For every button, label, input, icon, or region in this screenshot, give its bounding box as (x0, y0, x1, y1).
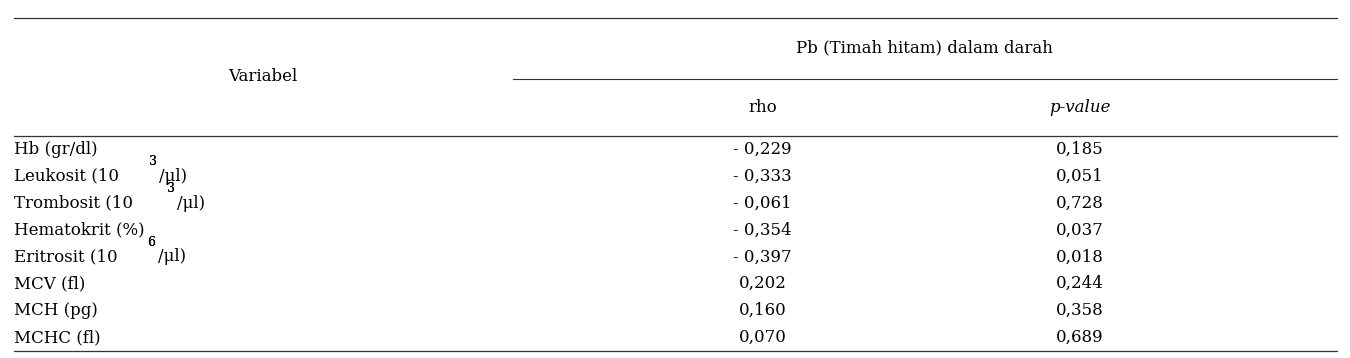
Text: - 0,354: - 0,354 (733, 222, 792, 238)
Text: MCHC (fl): MCHC (fl) (14, 329, 100, 346)
Text: - 0,061: - 0,061 (733, 195, 792, 212)
Text: - 0,229: - 0,229 (733, 141, 792, 158)
Text: 6: 6 (147, 236, 155, 249)
Text: MCV (fl): MCV (fl) (14, 275, 85, 292)
Text: 3: 3 (148, 155, 157, 169)
Text: 0,185: 0,185 (1056, 141, 1104, 158)
Text: 0,202: 0,202 (738, 275, 787, 292)
Text: 3: 3 (167, 182, 176, 195)
Text: 0,160: 0,160 (738, 302, 787, 319)
Text: Leukosit (10: Leukosit (10 (14, 168, 119, 185)
Text: Eritrosit (10: Eritrosit (10 (14, 248, 117, 265)
Text: /μl): /μl) (159, 168, 188, 185)
Text: 3: 3 (167, 182, 176, 195)
Text: - 0,397: - 0,397 (733, 248, 792, 265)
Text: 6: 6 (147, 236, 155, 249)
Text: /μl): /μl) (158, 248, 186, 265)
Text: rho: rho (748, 99, 778, 116)
Text: Trombosit (10: Trombosit (10 (14, 195, 132, 212)
Text: 0,728: 0,728 (1056, 195, 1104, 212)
Text: Pb (Timah hitam) dalam darah: Pb (Timah hitam) dalam darah (796, 40, 1053, 57)
Text: 0,018: 0,018 (1056, 248, 1104, 265)
Text: p-value: p-value (1049, 99, 1111, 116)
Text: 0,051: 0,051 (1056, 168, 1104, 185)
Text: 0,689: 0,689 (1056, 329, 1104, 346)
Text: - 0,333: - 0,333 (733, 168, 792, 185)
Text: 0,037: 0,037 (1056, 222, 1104, 238)
Text: 0,070: 0,070 (738, 329, 787, 346)
Text: MCH (pg): MCH (pg) (14, 302, 97, 319)
Text: 0,244: 0,244 (1056, 275, 1104, 292)
Text: Hb (gr/dl): Hb (gr/dl) (14, 141, 97, 158)
Text: 3: 3 (148, 155, 157, 169)
Text: 0,358: 0,358 (1056, 302, 1104, 319)
Text: /μl): /μl) (177, 195, 205, 212)
Text: Variabel: Variabel (228, 68, 298, 86)
Text: Hematokrit (%): Hematokrit (%) (14, 222, 144, 238)
